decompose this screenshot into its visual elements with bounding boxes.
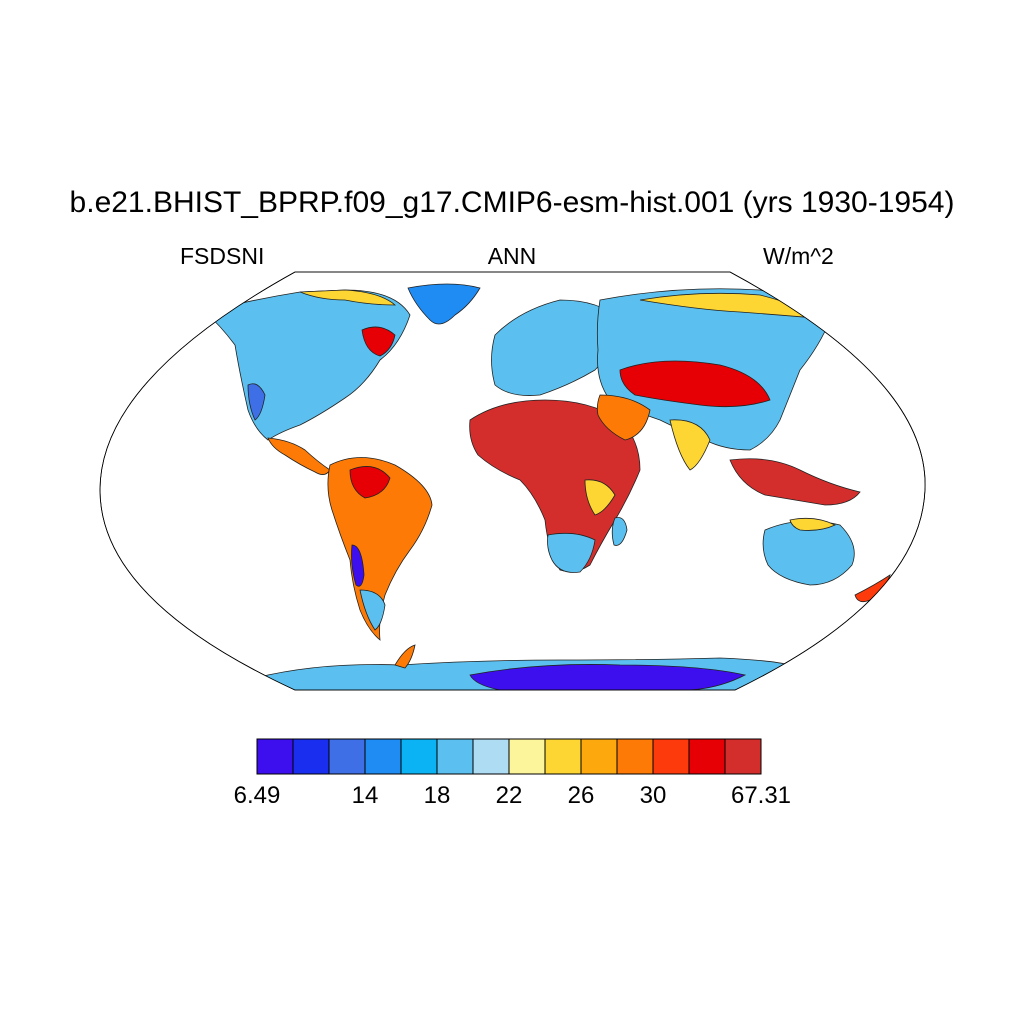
colorbar-tick-label: 6.49	[233, 782, 281, 809]
western-us	[247, 383, 266, 421]
colorbar-tick-label: 22	[495, 782, 523, 809]
colorbar-box	[256, 738, 294, 775]
canada-north-shield	[299, 289, 397, 306]
southern-africa	[547, 532, 596, 573]
arabia	[596, 394, 651, 441]
season-label: ANN	[487, 243, 537, 269]
colorbar-box	[472, 738, 510, 775]
colorbar-box	[652, 738, 690, 775]
australia-north	[789, 517, 836, 531]
colorbar-box	[544, 738, 582, 775]
colorbar-box	[580, 738, 618, 775]
madagascar	[611, 517, 628, 546]
colorbar-box	[292, 738, 330, 775]
central-asia-hot	[619, 360, 771, 408]
colorbar-box	[364, 738, 402, 775]
antarctic-peninsula	[394, 644, 416, 669]
southeast-asia-islands	[729, 458, 861, 506]
colorbar-box	[508, 738, 546, 775]
colorbar-tick-label: 26	[567, 782, 595, 809]
east-antarctica-plateau	[469, 664, 747, 690]
central-america	[267, 437, 331, 475]
figure-title: b.e21.BHIST_BPRP.f09_g17.CMIP6-esm-hist.…	[69, 186, 955, 219]
colorbar-tick-label: 14	[351, 782, 379, 809]
europe	[491, 299, 621, 396]
colorbar-box	[616, 738, 654, 775]
colorbar-box	[436, 738, 474, 775]
hudson-region	[361, 326, 396, 357]
colorbar-box	[688, 738, 726, 775]
colorbar-box	[724, 738, 762, 775]
colorbar-tick-label: 30	[639, 782, 667, 809]
andes-blue	[351, 544, 365, 587]
variable-label: FSDSNI	[180, 243, 265, 269]
east-africa	[584, 479, 616, 516]
units-label: W/m^2	[763, 243, 834, 269]
amazon-core	[349, 466, 391, 499]
colorbar-tick-label: 18	[423, 782, 451, 809]
colorbar-tick-label: 67.31	[730, 782, 792, 809]
greenland	[407, 283, 481, 325]
patagonia	[359, 589, 386, 631]
india	[669, 419, 711, 471]
colorbar-box	[328, 738, 366, 775]
colorbar-box	[400, 738, 438, 775]
africa	[469, 399, 641, 573]
